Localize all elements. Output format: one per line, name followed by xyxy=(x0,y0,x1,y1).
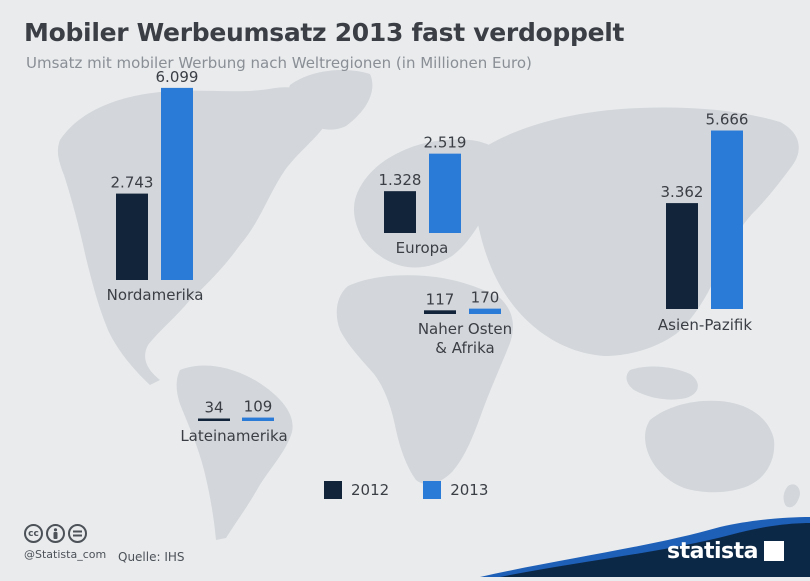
bar-2013-4 xyxy=(242,417,274,421)
map-africa xyxy=(336,275,513,485)
nd-icon[interactable] xyxy=(68,524,87,543)
legend-item-2012: 2012 xyxy=(324,481,389,499)
legend-item-2013: 2013 xyxy=(423,481,488,499)
data-label-2012-0: 2.743 xyxy=(111,174,154,192)
map-south-america xyxy=(176,365,293,540)
bar-2013-2 xyxy=(469,308,501,314)
legend: 2012 2013 xyxy=(324,481,522,499)
bar-2012-3 xyxy=(666,203,698,309)
bar-2012-2 xyxy=(424,310,456,314)
region-label-0-0: Nordamerika xyxy=(107,286,204,304)
data-label-2012-3: 3.362 xyxy=(661,183,704,201)
bar-2013-1 xyxy=(429,153,461,233)
chart-title: Mobiler Werbeumsatz 2013 fast verdoppelt xyxy=(24,18,625,47)
region-label-3-0: Asien-Pazifik xyxy=(658,316,752,334)
by-icon[interactable] xyxy=(46,524,65,543)
footer-license: cc @Statista_com xyxy=(24,524,106,561)
bar-2012-0 xyxy=(116,193,148,280)
data-label-2013-4: 109 xyxy=(244,398,273,416)
bar-2012-1 xyxy=(384,191,416,233)
map-north-america xyxy=(57,87,330,385)
brand-banner[interactable]: statista xyxy=(480,517,810,577)
region-label-2-1: & Afrika xyxy=(435,339,494,357)
region-label-2-0: Naher Osten xyxy=(418,320,512,338)
map-greenland xyxy=(288,69,373,130)
map-southeast-asia xyxy=(626,366,698,400)
map-new-zealand xyxy=(783,484,800,508)
data-label-2013-0: 6.099 xyxy=(156,68,199,86)
chart-subtitle: Umsatz mit mobiler Werbung nach Weltregi… xyxy=(26,54,532,72)
data-label-2013-2: 170 xyxy=(471,289,500,307)
map-australia xyxy=(645,400,775,493)
data-label-2013-1: 2.519 xyxy=(424,134,467,152)
footer-handle[interactable]: @Statista_com xyxy=(24,548,107,561)
region-label-1-0: Europa xyxy=(396,239,449,257)
legend-swatch-2013 xyxy=(423,481,442,499)
data-label-2012-4: 34 xyxy=(204,399,223,417)
bar-2013-3 xyxy=(711,130,743,309)
data-label-2012-1: 1.328 xyxy=(379,171,422,189)
data-label-2012-2: 117 xyxy=(426,290,455,308)
legend-swatch-2012 xyxy=(324,481,342,499)
bar-2012-4 xyxy=(198,418,230,421)
legend-label-2012: 2012 xyxy=(351,481,390,499)
legend-label-2013: 2013 xyxy=(450,481,489,499)
brand-logo-text: statista xyxy=(667,539,758,564)
region-label-4-0: Lateinamerika xyxy=(180,427,287,445)
data-label-2013-3: 5.666 xyxy=(706,111,749,129)
cc-icon[interactable]: cc xyxy=(24,524,43,543)
footer-source: Quelle: IHS xyxy=(118,550,185,564)
bar-2013-0 xyxy=(161,87,193,280)
brand-wave xyxy=(480,517,810,577)
statista-logo-icon xyxy=(764,541,784,561)
